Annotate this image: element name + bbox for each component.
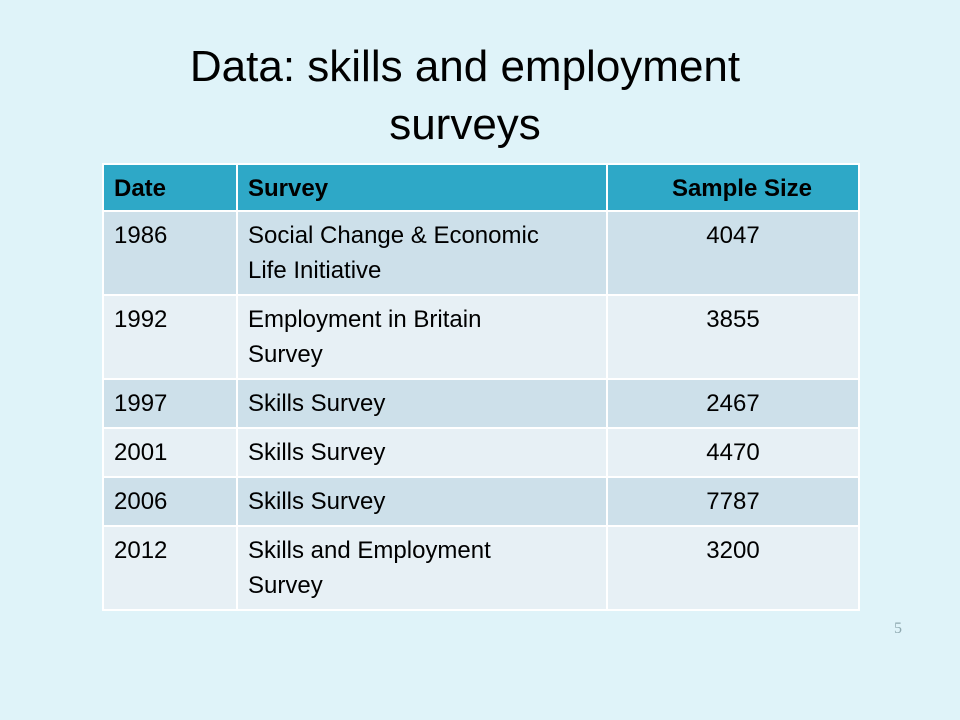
survey-table: Date Survey Sample Size 1986 Social Chan… — [102, 163, 860, 611]
survey-name-line: Employment in Britain — [248, 306, 482, 333]
sample-size-cell: 4047 — [606, 210, 860, 296]
survey-table-container: Date Survey Sample Size 1986 Social Chan… — [102, 163, 860, 611]
table-row: 2012 Skills and Employment Survey 3200 — [102, 525, 860, 611]
date-cell: 2001 — [102, 427, 238, 478]
sample-size-cell: 7787 — [606, 476, 860, 527]
table-row: 1992 Employment in Britain Survey 3855 — [102, 294, 860, 380]
survey-name-line: Survey — [248, 341, 323, 368]
slide-page-number: 5 — [894, 620, 902, 637]
column-header-sample-size: Sample Size — [606, 163, 860, 212]
slide-title: Data: skills and employment surveys — [0, 38, 930, 154]
survey-name-line: Life Initiative — [248, 257, 382, 284]
survey-cell: Skills Survey — [236, 476, 608, 527]
survey-cell: Skills Survey — [236, 378, 608, 429]
survey-cell: Employment in Britain Survey — [236, 294, 608, 380]
sample-size-cell: 4470 — [606, 427, 860, 478]
table-row: 2006 Skills Survey 7787 — [102, 476, 860, 527]
sample-size-cell: 3855 — [606, 294, 860, 380]
date-cell: 1992 — [102, 294, 238, 380]
table-row: 1997 Skills Survey 2467 — [102, 378, 860, 429]
column-header-date: Date — [102, 163, 238, 212]
survey-name-line: Survey — [248, 572, 323, 599]
survey-name-line: Skills Survey — [248, 488, 386, 515]
survey-name-line: Skills Survey — [248, 439, 386, 466]
survey-name-line: Skills Survey — [248, 390, 386, 417]
column-header-survey: Survey — [236, 163, 608, 212]
survey-cell: Skills and Employment Survey — [236, 525, 608, 611]
table-header-row: Date Survey Sample Size — [102, 163, 860, 212]
survey-cell: Social Change & Economic Life Initiative — [236, 210, 608, 296]
table-row: 1986 Social Change & Economic Life Initia… — [102, 210, 860, 296]
slide-title-line-2: surveys — [389, 100, 541, 149]
date-cell: 1997 — [102, 378, 238, 429]
date-cell: 2012 — [102, 525, 238, 611]
slide-title-line-1: Data: skills and employment — [189, 42, 741, 91]
date-cell: 2006 — [102, 476, 238, 527]
table-row: 2001 Skills Survey 4470 — [102, 427, 860, 478]
date-cell: 1986 — [102, 210, 238, 296]
survey-name-line: Social Change & Economic — [248, 222, 539, 249]
survey-name-line: Skills and Employment — [248, 537, 491, 564]
sample-size-cell: 2467 — [606, 378, 860, 429]
survey-cell: Skills Survey — [236, 427, 608, 478]
sample-size-cell: 3200 — [606, 525, 860, 611]
